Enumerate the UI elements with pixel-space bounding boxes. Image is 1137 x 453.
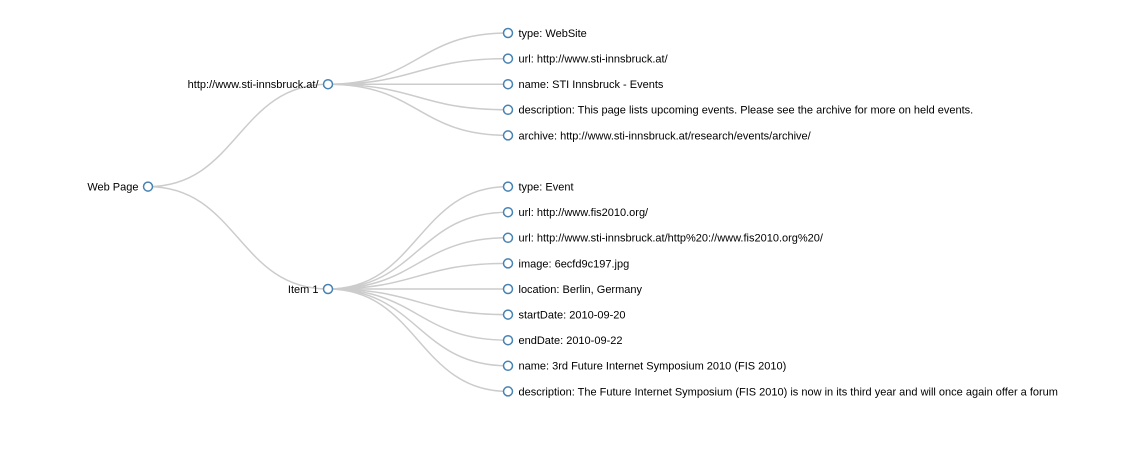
- node-circle-icon[interactable]: [502, 27, 514, 39]
- node-circle-icon[interactable]: [502, 232, 514, 244]
- node-label: url: http://www.sti-innsbruck.at/: [519, 53, 669, 65]
- tree-link: [147, 83, 329, 188]
- node-circle-icon[interactable]: [322, 78, 334, 90]
- tree-link: [327, 83, 509, 111]
- node-label: url: http://www.fis2010.org/: [519, 207, 650, 219]
- node-circle-icon[interactable]: [502, 53, 514, 64]
- node-label: startDate: 2010-09-20: [519, 309, 626, 321]
- tree-link: [327, 32, 509, 85]
- node-label: Item 1: [288, 284, 319, 296]
- tree-branch-node[interactable]: Item 1: [288, 283, 334, 296]
- tree-leaf-node[interactable]: description: This page lists upcoming ev…: [502, 104, 974, 117]
- tree-link: [327, 288, 509, 393]
- node-label: name: 3rd Future Internet Symposium 2010…: [519, 361, 787, 373]
- node-label: name: STI Innsbruck - Events: [519, 79, 664, 91]
- tree-leaf-node[interactable]: startDate: 2010-09-20: [502, 309, 626, 321]
- node-circle-icon[interactable]: [502, 334, 514, 346]
- node-label: location: Berlin, Germany: [519, 284, 643, 296]
- tree-branch-node[interactable]: Web Page: [87, 181, 154, 193]
- tree-link: [327, 288, 509, 316]
- tree-leaf-node[interactable]: name: STI Innsbruck - Events: [502, 78, 664, 91]
- node-label: http://www.sti-innsbruck.at/: [188, 79, 320, 91]
- node-label: description: This page lists upcoming ev…: [519, 105, 974, 117]
- node-circle-icon[interactable]: [502, 181, 514, 192]
- tree-link: [327, 237, 509, 290]
- node-label: endDate: 2010-09-22: [519, 335, 623, 347]
- tree-link: [327, 185, 509, 290]
- node-label: type: WebSite: [519, 28, 587, 40]
- tree-leaf-node[interactable]: type: Event: [502, 181, 574, 193]
- tree-link: [327, 262, 509, 290]
- node-label: Web Page: [87, 181, 138, 193]
- node-circle-icon[interactable]: [502, 360, 514, 372]
- tree-link: [327, 57, 509, 85]
- tree-links: [147, 32, 509, 393]
- node-circle-icon[interactable]: [502, 130, 514, 141]
- tree-leaf-node[interactable]: name: 3rd Future Internet Symposium 2010…: [502, 360, 787, 373]
- node-circle-icon[interactable]: [502, 104, 514, 116]
- tree-link: [327, 83, 509, 137]
- tree-leaf-node[interactable]: location: Berlin, Germany: [502, 283, 643, 296]
- node-label: type: Event: [519, 181, 574, 193]
- node-circle-icon[interactable]: [502, 78, 514, 90]
- tree-leaf-node[interactable]: url: http://www.sti-innsbruck.at/: [502, 53, 669, 65]
- tree-nodes: Web Page http://www.sti-innsbruck.at/type…: [87, 27, 1058, 398]
- tree-link: [327, 288, 509, 341]
- tree-leaf-node[interactable]: type: WebSite: [502, 27, 587, 40]
- tree-link: [147, 185, 329, 290]
- tree-link: [327, 211, 509, 290]
- node-circle-icon[interactable]: [502, 309, 514, 320]
- tree-branch-node[interactable]: http://www.sti-innsbruck.at/: [188, 78, 334, 91]
- tree-leaf-node[interactable]: archive: http://www.sti-innsbruck.at/res…: [502, 130, 812, 142]
- node-circle-icon[interactable]: [322, 283, 334, 295]
- node-label: description: The Future Internet Symposi…: [519, 386, 1058, 398]
- node-circle-icon[interactable]: [502, 206, 514, 218]
- node-circle-icon[interactable]: [502, 386, 514, 397]
- node-label: url: http://www.sti-innsbruck.at/http%20…: [519, 233, 824, 245]
- tree-leaf-node[interactable]: url: http://www.fis2010.org/: [502, 206, 650, 219]
- node-label: image: 6ecfd9c197.jpg: [519, 258, 630, 270]
- tree-leaf-node[interactable]: endDate: 2010-09-22: [502, 334, 623, 347]
- node-label: archive: http://www.sti-innsbruck.at/res…: [519, 130, 812, 142]
- tree-leaf-node[interactable]: description: The Future Internet Symposi…: [502, 386, 1058, 398]
- tree-leaf-node[interactable]: url: http://www.sti-innsbruck.at/http%20…: [502, 232, 824, 245]
- node-circle-icon[interactable]: [502, 258, 514, 269]
- tree-leaf-node[interactable]: image: 6ecfd9c197.jpg: [502, 258, 630, 270]
- node-circle-icon[interactable]: [502, 283, 514, 295]
- tree-link: [327, 288, 509, 367]
- node-circle-icon[interactable]: [142, 181, 154, 192]
